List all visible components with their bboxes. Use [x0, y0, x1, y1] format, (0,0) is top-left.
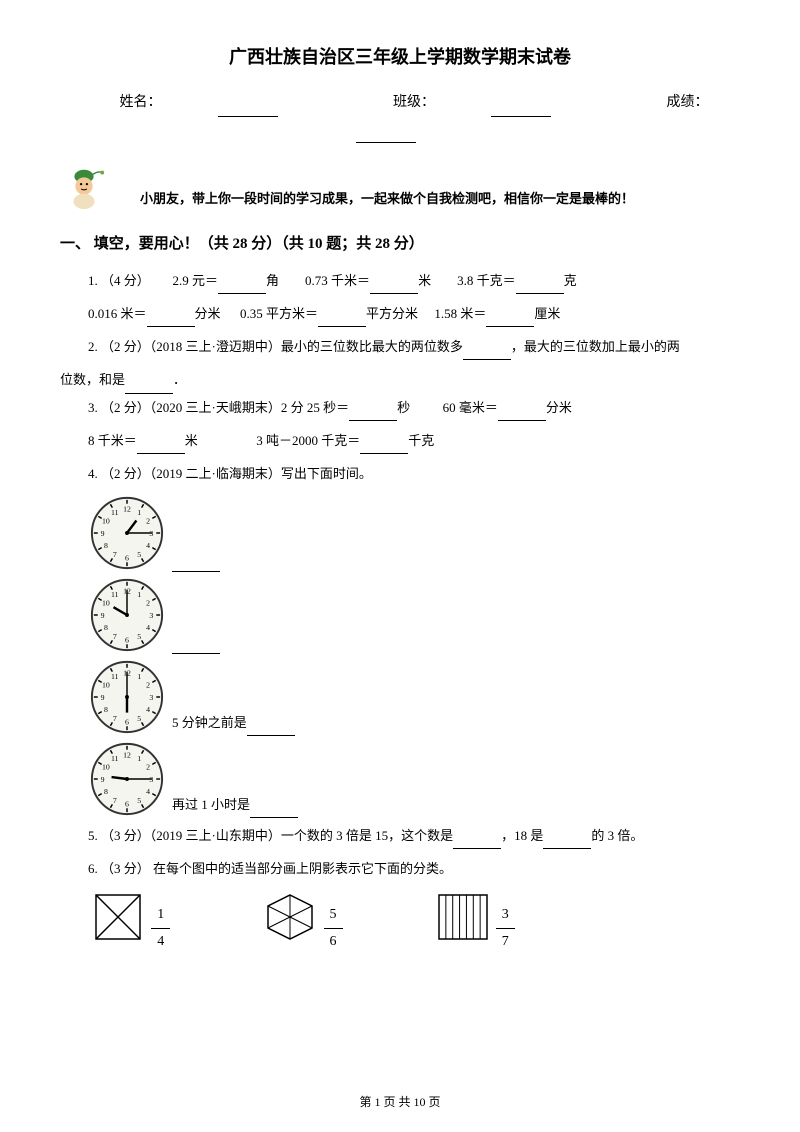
shape-rectangle: 37 [433, 890, 515, 956]
clock-icon: 121234567891011 [88, 576, 166, 654]
svg-text:7: 7 [113, 632, 117, 641]
clock-icon: 121234567891011 [88, 658, 166, 736]
question-1: 1. （4 分） 2.9 元＝角 0.73 千米＝米 3.8 千克＝克 [60, 267, 740, 294]
page-footer: 第 1 页 共 10 页 [60, 1091, 740, 1114]
question-3: 3. （2 分）（2020 三上·天峨期末）2 分 25 秒＝秒 60 毫米＝分… [60, 394, 740, 421]
svg-text:4: 4 [146, 787, 150, 796]
clock-row: 121234567891011 5 分钟之前是 [60, 658, 740, 736]
svg-text:1: 1 [137, 507, 141, 516]
svg-text:1: 1 [137, 671, 141, 680]
shape-hexagon: 56 [260, 890, 342, 956]
clock-row: 121234567891011 再过 1 小时是 [60, 740, 740, 818]
svg-text:5: 5 [137, 796, 141, 805]
blank[interactable] [463, 346, 511, 360]
svg-text:10: 10 [102, 598, 110, 607]
svg-text:8: 8 [104, 623, 108, 632]
svg-text:2: 2 [146, 680, 150, 689]
name-label: 姓名： [120, 95, 162, 110]
svg-text:2: 2 [146, 516, 150, 525]
shapes-row: 14 56 37 [60, 890, 740, 956]
svg-text:2: 2 [146, 598, 150, 607]
blank[interactable] [125, 380, 173, 394]
svg-text:12: 12 [123, 750, 131, 759]
blank[interactable] [172, 558, 220, 572]
svg-text:11: 11 [111, 753, 119, 762]
svg-text:1: 1 [137, 589, 141, 598]
question-5: 5. （3 分）（2019 三上·山东期中）一个数的 3 倍是 15，这个数是，… [60, 822, 740, 849]
svg-text:9: 9 [101, 693, 105, 702]
question-4: 4. （2 分）（2019 二上·临海期末）写出下面时间。 [60, 460, 740, 487]
class-field[interactable] [491, 101, 551, 117]
clock-label: 5 分钟之前是 [172, 711, 247, 736]
blank[interactable] [349, 407, 397, 421]
svg-text:2: 2 [146, 762, 150, 771]
svg-text:6: 6 [125, 635, 129, 644]
question-2-line2: 位数，和是． [60, 366, 740, 393]
class-label: 班级： [393, 95, 435, 110]
svg-text:7: 7 [113, 796, 117, 805]
blank[interactable] [172, 640, 220, 654]
svg-text:9: 9 [101, 529, 105, 538]
page-title: 广西壮族自治区三年级上学期数学期末试卷 [60, 40, 740, 74]
clock-icon: 121234567891011 [88, 494, 166, 572]
svg-text:6: 6 [125, 799, 129, 808]
clock-icon: 121234567891011 [88, 740, 166, 818]
svg-text:8: 8 [104, 541, 108, 550]
svg-text:11: 11 [111, 671, 119, 680]
blank[interactable] [453, 835, 501, 849]
svg-text:5: 5 [137, 632, 141, 641]
blank[interactable] [218, 280, 266, 294]
svg-text:7: 7 [113, 550, 117, 559]
svg-text:5: 5 [137, 714, 141, 723]
svg-text:1: 1 [137, 753, 141, 762]
name-field[interactable] [218, 101, 278, 117]
blank[interactable] [370, 280, 418, 294]
question-2: 2. （2 分）（2018 三上·澄迈期中）最小的三位数比最大的两位数多，最大的… [60, 333, 740, 360]
svg-text:9: 9 [101, 775, 105, 784]
svg-text:4: 4 [146, 623, 150, 632]
svg-text:4: 4 [146, 705, 150, 714]
info-row: 姓名： 班级： 成绩： [60, 90, 740, 143]
blank[interactable] [247, 722, 295, 736]
svg-text:4: 4 [146, 541, 150, 550]
svg-text:11: 11 [111, 507, 119, 516]
question-3-line2: 8 千米＝米 3 吨－2000 千克＝千克 [60, 427, 740, 454]
blank[interactable] [318, 313, 366, 327]
blank[interactable] [147, 313, 195, 327]
svg-text:3: 3 [149, 611, 153, 620]
svg-text:5: 5 [137, 550, 141, 559]
mascot-icon [60, 163, 108, 211]
clock-row: 121234567891011 [60, 494, 740, 572]
shape-square: 14 [88, 890, 170, 956]
question-1-line2: 0.016 米＝分米 0.35 平方米＝平方分米 1.58 米＝厘米 [60, 300, 740, 327]
intro-text: 小朋友，带上你一段时间的学习成果，一起来做个自我检测吧，相信你一定是最棒的！ [60, 187, 740, 212]
svg-text:10: 10 [102, 516, 110, 525]
score-field[interactable] [356, 127, 416, 143]
blank[interactable] [543, 835, 591, 849]
svg-text:9: 9 [101, 611, 105, 620]
svg-text:10: 10 [102, 762, 110, 771]
score-label: 成绩： [667, 95, 709, 110]
section-1-header: 一、 填空，要用心！（共 28 分）（共 10 题；共 28 分） [60, 230, 740, 259]
svg-text:8: 8 [104, 787, 108, 796]
question-6: 6. （3 分） 在每个图中的适当部分画上阴影表示它下面的分类。 [60, 855, 740, 882]
svg-text:11: 11 [111, 589, 119, 598]
blank[interactable] [250, 804, 298, 818]
blank[interactable] [137, 440, 185, 454]
svg-text:12: 12 [123, 504, 131, 513]
svg-text:3: 3 [149, 693, 153, 702]
svg-text:6: 6 [125, 553, 129, 562]
blank[interactable] [516, 280, 564, 294]
svg-text:8: 8 [104, 705, 108, 714]
clock-row: 121234567891011 [60, 576, 740, 654]
blank[interactable] [360, 440, 408, 454]
blank[interactable] [498, 407, 546, 421]
svg-text:6: 6 [125, 717, 129, 726]
svg-text:7: 7 [113, 714, 117, 723]
blank[interactable] [486, 313, 534, 327]
svg-text:10: 10 [102, 680, 110, 689]
clock-label: 再过 1 小时是 [172, 793, 250, 818]
